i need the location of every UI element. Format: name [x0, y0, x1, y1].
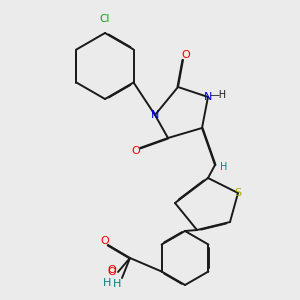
Text: O: O [108, 265, 116, 275]
Text: O: O [100, 236, 109, 245]
Text: Cl: Cl [100, 14, 110, 25]
Text: H: H [103, 278, 111, 288]
Text: H: H [220, 161, 228, 172]
Text: O: O [108, 267, 116, 277]
Text: O: O [182, 50, 190, 61]
Text: —H: —H [209, 91, 226, 100]
Text: N: N [204, 92, 212, 102]
Text: N: N [151, 110, 159, 120]
Text: H: H [113, 279, 122, 289]
Text: O: O [131, 146, 140, 156]
Text: S: S [234, 188, 242, 198]
